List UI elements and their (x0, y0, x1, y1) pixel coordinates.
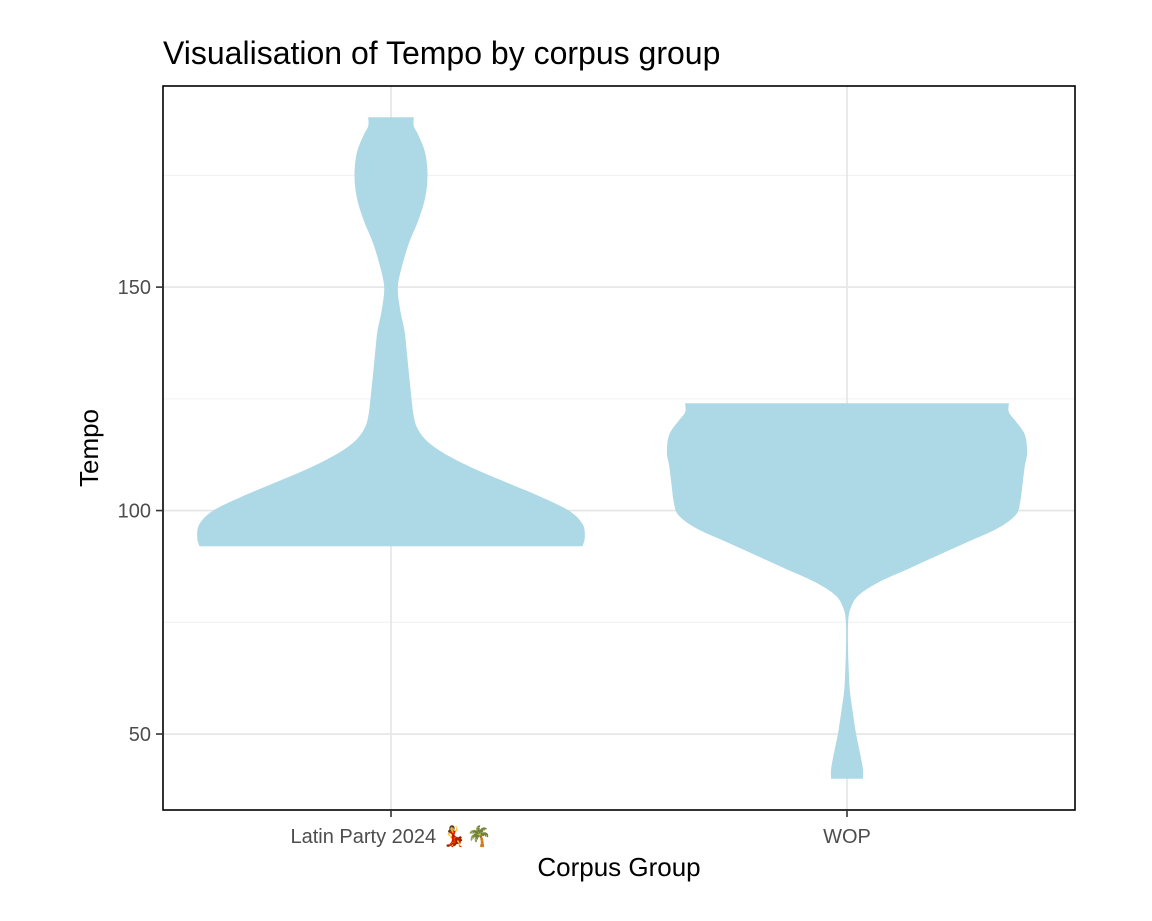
x-tick-label: Latin Party 2024 💃🌴 (290, 824, 491, 848)
panel-border (162, 85, 1076, 811)
y-tick-label: 100 (118, 501, 151, 523)
y-tick-label: 150 (118, 277, 151, 299)
chart-title: Visualisation of Tempo by corpus group (163, 35, 720, 71)
y-tick-label: 50 (129, 724, 151, 746)
x-axis-title: Corpus Group (537, 852, 700, 882)
y-axis-title: Tempo (74, 409, 104, 487)
x-axis-ticks: Latin Party 2024 💃🌴 WOP (290, 810, 871, 848)
y-axis-ticks: 50 100 150 (118, 277, 163, 746)
violin-0 (197, 117, 585, 547)
x-tick-label: WOP (823, 826, 871, 848)
violin-layer (197, 117, 1028, 779)
violin-1 (666, 403, 1028, 779)
